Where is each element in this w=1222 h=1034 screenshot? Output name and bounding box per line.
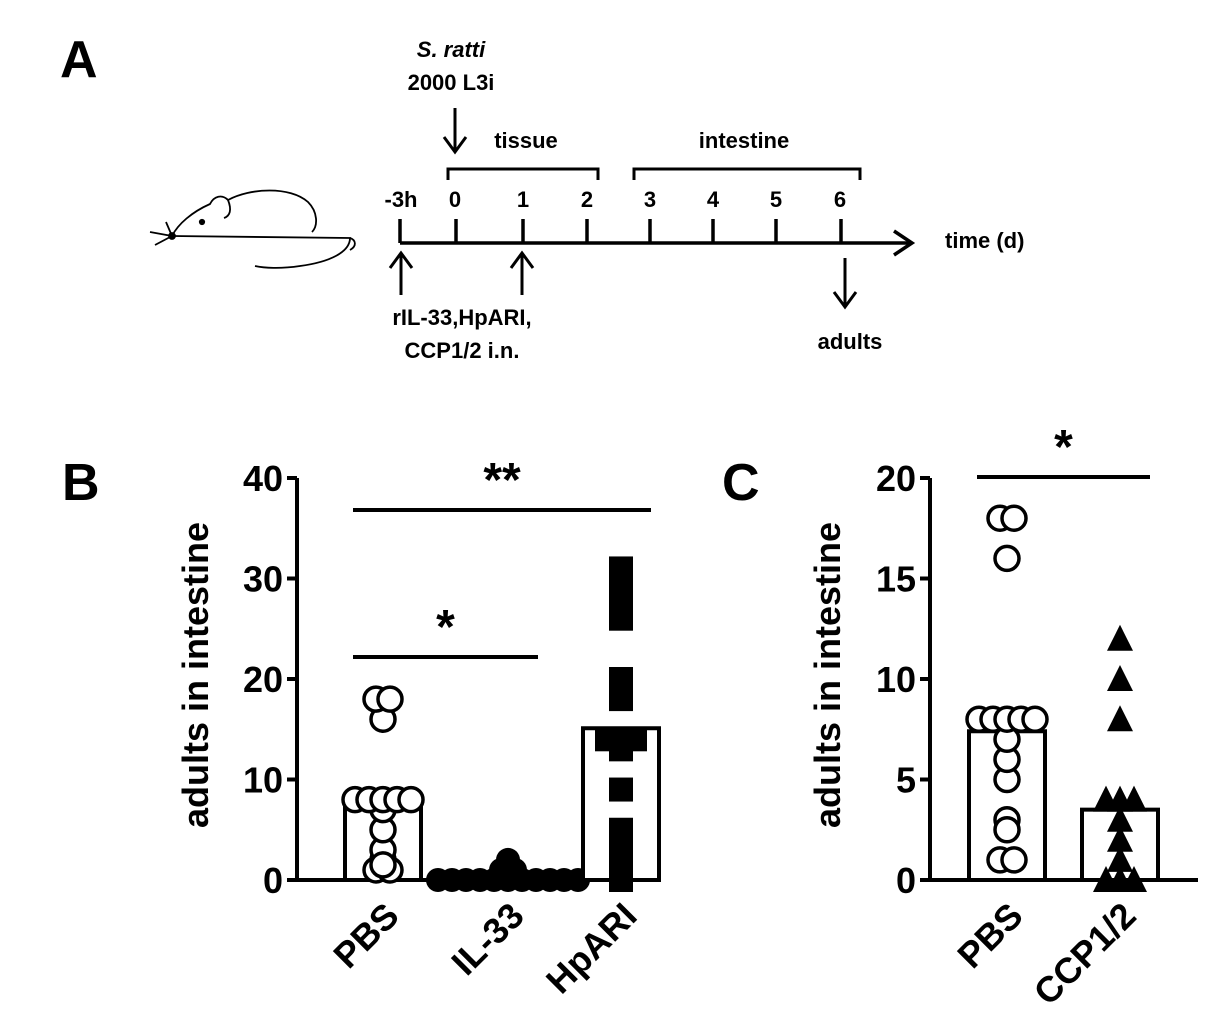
data-point — [1107, 805, 1133, 832]
panel-label-b: B — [62, 454, 100, 512]
data-point — [1107, 705, 1133, 732]
y-tick-label: 10 — [243, 760, 283, 801]
chart-c-ylabel: adults in intestine — [807, 522, 848, 828]
data-point — [376, 685, 404, 713]
y-tick-label: 0 — [896, 860, 916, 901]
data-point — [397, 785, 425, 814]
tick-label-3: 3 — [644, 187, 656, 212]
treatment-label-line1: rIL-33,HpARI, — [392, 305, 531, 330]
tick-label-6: 6 — [834, 187, 846, 212]
infection-arrow — [442, 108, 468, 155]
data-point — [1021, 705, 1049, 733]
y-tick-label: 5 — [896, 760, 916, 801]
infection-species-label: S. ratti — [417, 37, 486, 62]
data-point — [1121, 866, 1147, 892]
category-label: IL-33 — [443, 895, 531, 983]
significance-label: * — [436, 601, 455, 654]
data-point — [1107, 665, 1133, 691]
category-label: HpARI — [538, 895, 645, 1002]
data-point — [609, 777, 633, 802]
data-point — [609, 586, 633, 611]
data-point — [369, 851, 397, 879]
panel-label-a: A — [60, 31, 98, 89]
data-point — [496, 847, 520, 872]
category-label: CCP1/2 — [1026, 895, 1144, 1013]
treatment-arrows — [388, 250, 535, 295]
tissue-bracket — [446, 167, 600, 180]
tick-label-m3h: -3h — [385, 187, 418, 212]
data-point — [623, 727, 647, 752]
y-tick-label: 20 — [243, 659, 283, 700]
y-tick-label: 40 — [243, 458, 283, 499]
timeline-axis — [398, 219, 916, 257]
tick-label-1: 1 — [517, 187, 529, 212]
data-point — [1107, 845, 1133, 872]
tick-label-5: 5 — [770, 187, 782, 212]
y-tick-label: 20 — [876, 458, 916, 499]
data-point — [609, 687, 633, 712]
infection-dose-label: 2000 L3i — [408, 70, 495, 95]
significance-label: ** — [483, 454, 521, 507]
data-point — [609, 868, 633, 892]
data-point — [993, 816, 1021, 844]
data-point — [609, 817, 633, 842]
chart-b-ylabel: adults in intestine — [175, 522, 216, 828]
data-point — [609, 556, 633, 581]
data-point — [1000, 504, 1028, 532]
phase-intestine-label: intestine — [699, 128, 789, 153]
tick-label-0: 0 — [449, 187, 461, 212]
y-tick-label: 30 — [243, 559, 283, 600]
intestine-bracket — [632, 167, 862, 180]
mouse-illustration — [149, 189, 356, 269]
tick-label-2: 2 — [581, 187, 593, 212]
data-point — [993, 544, 1021, 573]
data-point — [609, 847, 633, 872]
data-point — [1000, 846, 1028, 874]
data-point — [609, 667, 633, 691]
panel-label-c: C — [722, 454, 760, 512]
y-tick-label: 15 — [876, 559, 916, 600]
y-tick-label: 10 — [876, 659, 916, 700]
readout-arrow — [832, 258, 858, 310]
significance-label: * — [1054, 421, 1073, 474]
data-point — [609, 606, 633, 631]
data-point — [1107, 624, 1133, 651]
category-label: PBS — [949, 895, 1030, 976]
data-point — [1107, 825, 1133, 852]
time-axis-label: time (d) — [945, 228, 1024, 253]
category-label: PBS — [325, 895, 406, 976]
y-tick-label: 0 — [263, 860, 283, 901]
phase-tissue-label: tissue — [494, 128, 558, 153]
readout-label: adults — [818, 329, 883, 354]
tick-label-4: 4 — [707, 187, 720, 212]
treatment-label-line2: CCP1/2 i.n. — [405, 338, 520, 363]
data-point — [1121, 785, 1147, 812]
